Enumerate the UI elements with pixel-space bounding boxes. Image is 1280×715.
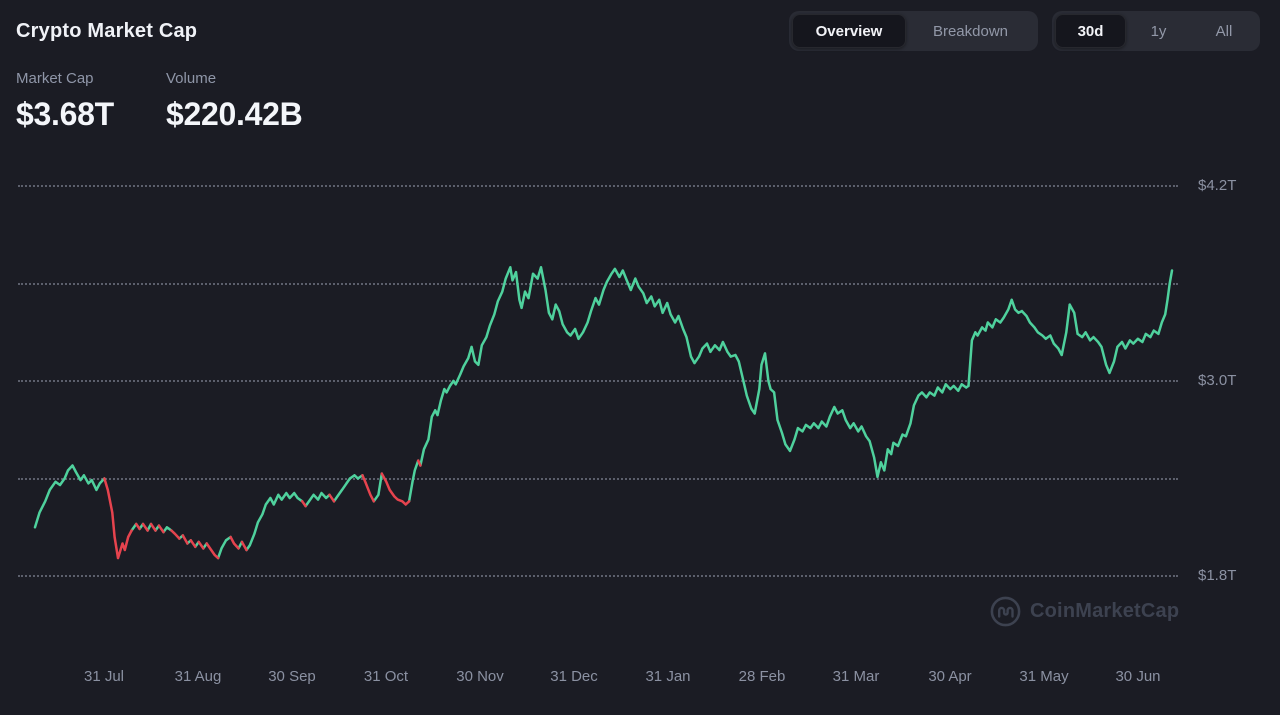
view-option-overview[interactable]: Overview — [792, 14, 906, 48]
view-toggle: Overview Breakdown — [789, 11, 1038, 51]
market-cap-line-down — [103, 459, 422, 560]
coinmarketcap-logo-icon — [990, 596, 1021, 627]
watermark-text: CoinMarketCap — [1030, 600, 1180, 622]
x-tick-31-Mar: 31 Mar — [832, 668, 880, 685]
stat-value: $3.68T — [16, 96, 114, 132]
x-tick-31-Oct: 31 Oct — [363, 668, 409, 685]
x-tick-30-Apr: 30 Apr — [928, 668, 972, 685]
stat-market-cap: Market Cap $3.68T — [16, 70, 114, 133]
gridline-4.2T — [18, 185, 1178, 187]
x-tick-30-Nov: 30 Nov — [456, 668, 504, 685]
gridline-3.6T — [18, 282, 1178, 285]
gridline-1.8T — [18, 575, 1178, 577]
page-title: Crypto Market Cap — [16, 20, 198, 42]
view-option-breakdown[interactable]: Breakdown — [932, 22, 1009, 40]
stat-label: Market Cap — [16, 70, 94, 87]
stat-value: $220.42B — [166, 96, 303, 132]
y-tick-$1.8T: $1.8T — [1198, 567, 1237, 584]
y-tick-$4.2T: $4.2T — [1198, 177, 1237, 194]
range-option-30d[interactable]: 30d — [1055, 14, 1126, 48]
range-option-1y[interactable]: 1y — [1150, 22, 1167, 40]
x-tick-30-Sep: 30 Sep — [268, 668, 316, 685]
range-toggle: 30d 1y All — [1052, 11, 1260, 51]
x-tick-31-Aug: 31 Aug — [174, 668, 222, 685]
gridline-3T — [18, 380, 1178, 382]
stat-volume: Volume $220.42B — [166, 70, 303, 133]
x-tick-31-Jan: 31 Jan — [645, 668, 691, 685]
coinmarketcap-watermark: CoinMarketCap — [990, 596, 1179, 627]
x-tick-30-Jun: 30 Jun — [1115, 668, 1161, 685]
y-tick-$3.0T: $3.0T — [1198, 372, 1237, 389]
range-option-all[interactable]: All — [1215, 22, 1233, 40]
stat-label: Volume — [166, 70, 217, 87]
x-tick-31-Jul: 31 Jul — [83, 668, 125, 685]
x-tick-28-Feb: 28 Feb — [738, 668, 786, 685]
gridline-2.4T — [18, 477, 1178, 480]
market-cap-line-up — [33, 266, 1174, 560]
x-tick-31-May: 31 May — [1019, 668, 1069, 685]
x-tick-31-Dec: 31 Dec — [550, 668, 598, 685]
